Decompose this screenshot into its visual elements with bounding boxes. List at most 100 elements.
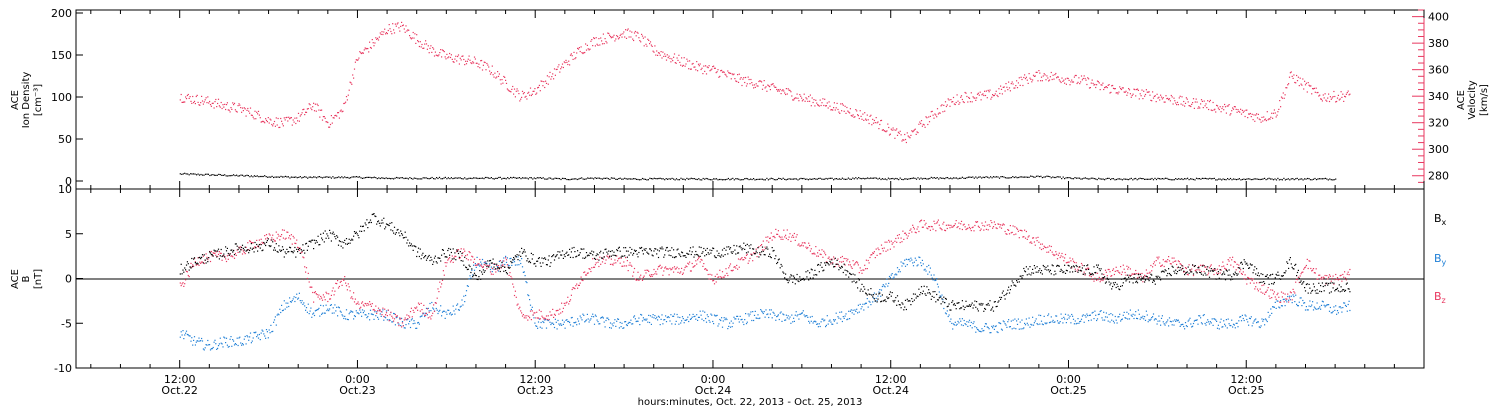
bz-point (436, 297, 438, 299)
velocity-point (303, 108, 305, 110)
by-point (1340, 307, 1342, 309)
by-point (956, 323, 958, 325)
density-point (939, 177, 941, 179)
velocity-point (225, 108, 227, 111)
density-point (664, 179, 666, 181)
by-point (783, 314, 785, 316)
bz-point (684, 266, 686, 269)
by-point (489, 263, 491, 265)
by-point (883, 285, 885, 287)
velocity-point (1347, 90, 1349, 92)
bz-point (715, 281, 717, 283)
velocity-point (862, 113, 864, 115)
bz-point (1221, 266, 1223, 268)
bz-point (472, 256, 474, 258)
by-point (300, 302, 302, 304)
bz-point (922, 226, 924, 228)
bz-point (1246, 283, 1248, 285)
by-point (1229, 324, 1231, 327)
bz-point (1337, 279, 1339, 281)
by-point (403, 327, 405, 329)
density-point (542, 177, 544, 179)
by-point (411, 318, 413, 320)
velocity-point (521, 90, 524, 92)
bz-point (421, 309, 423, 311)
bz-point (1328, 276, 1330, 278)
bz-point (991, 222, 993, 224)
bz-point (1028, 235, 1030, 237)
by-point (971, 327, 973, 329)
density-point (573, 178, 575, 180)
bz-point (1058, 252, 1060, 254)
velocity-point (546, 75, 548, 77)
density-point (1317, 178, 1319, 180)
density-axis-label: ACE Ion Density [cm⁻³] (10, 72, 44, 129)
by-point (1199, 315, 1201, 317)
bz-point (1013, 234, 1015, 236)
bz-point (714, 275, 716, 277)
by-point (851, 312, 853, 314)
velocity-point (483, 61, 485, 63)
bz-point (508, 274, 510, 276)
bz-point (1131, 273, 1133, 275)
velocity-point (691, 63, 693, 65)
bz-point (800, 245, 802, 247)
density-point (877, 178, 879, 180)
density-point (1240, 179, 1242, 181)
density-point (1278, 179, 1280, 181)
by-point (604, 326, 606, 328)
velocity-point (343, 102, 345, 105)
density-point (798, 178, 801, 180)
velocity-point (350, 82, 352, 84)
density-point (1289, 179, 1291, 181)
bz-point (627, 270, 629, 272)
bz-point (862, 269, 864, 271)
velocity-point (445, 58, 447, 60)
velocity-point (803, 93, 805, 95)
bz-point (444, 262, 446, 264)
velocity-point (246, 109, 248, 111)
density-point (960, 177, 962, 179)
bz-point (324, 299, 326, 301)
density-point (988, 177, 990, 179)
density-point (533, 177, 535, 179)
bz-point (1288, 301, 1290, 303)
by-point (841, 311, 843, 313)
velocity-point (550, 78, 552, 80)
bz-point (1078, 266, 1080, 268)
bz-point (618, 257, 620, 259)
velocity-point (278, 126, 280, 129)
velocity-point (1157, 97, 1159, 99)
density-point (1147, 178, 1149, 180)
bz-point (217, 255, 219, 258)
by-point (272, 330, 274, 332)
by-point (189, 335, 191, 337)
density-point (514, 177, 516, 179)
by-point (1118, 316, 1120, 318)
by-point (475, 266, 477, 268)
bz-point (1164, 261, 1166, 263)
by-point (1089, 314, 1091, 316)
by-point (1331, 312, 1333, 314)
density-point (1188, 179, 1190, 181)
by-point (910, 257, 912, 259)
density-point (745, 177, 747, 180)
bx-point (182, 269, 184, 271)
bz-point (412, 309, 414, 311)
bz-point (237, 251, 239, 253)
by-point (1086, 313, 1088, 315)
bz-point (377, 310, 379, 312)
density-point (1154, 177, 1156, 179)
density-point (233, 174, 235, 176)
bz-point (969, 228, 971, 230)
velocity-point (363, 49, 365, 51)
bz-point (1000, 224, 1002, 226)
by-point (712, 320, 714, 323)
density-point (520, 178, 522, 180)
by-point (554, 318, 556, 320)
by-point (1097, 313, 1099, 316)
bz-point (1001, 224, 1003, 226)
bz-point (828, 256, 830, 258)
by-point (1056, 320, 1059, 322)
velocity-point (1174, 100, 1176, 102)
